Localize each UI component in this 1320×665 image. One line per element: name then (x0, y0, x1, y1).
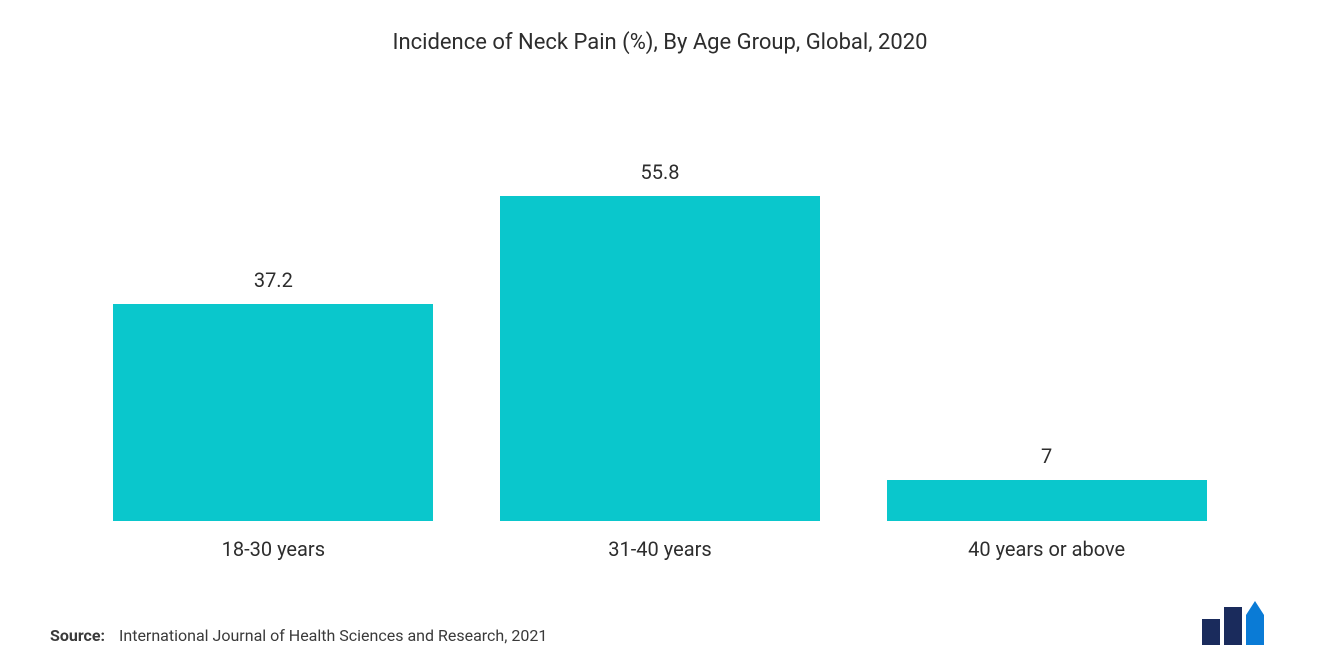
chart-footer: Source: International Journal of Health … (50, 561, 1270, 645)
source-line: Source: International Journal of Health … (50, 626, 547, 645)
source-text: International Journal of Health Sciences… (119, 626, 547, 645)
chart-title: Incidence of Neck Pain (%), By Age Group… (50, 30, 1270, 55)
chart-container: Incidence of Neck Pain (%), By Age Group… (0, 0, 1320, 665)
bar-value-label: 37.2 (254, 268, 293, 292)
brand-logo-icon (1200, 601, 1270, 645)
bar-group: 7 40 years or above (873, 444, 1221, 561)
category-label: 18-30 years (222, 537, 325, 561)
bar-value-label: 55.8 (640, 160, 679, 184)
bar-value-label: 7 (1041, 444, 1052, 468)
category-label: 31-40 years (608, 537, 711, 561)
source-label: Source: (50, 626, 105, 645)
category-label: 40 years or above (968, 537, 1125, 561)
chart-plot-area: 37.2 18-30 years 55.8 31-40 years 7 40 years … (50, 105, 1270, 561)
bar (500, 196, 820, 522)
bar-group: 55.8 31-40 years (486, 160, 834, 562)
bar-group: 37.2 18-30 years (99, 268, 447, 561)
bar (113, 304, 433, 521)
bar (887, 480, 1207, 521)
